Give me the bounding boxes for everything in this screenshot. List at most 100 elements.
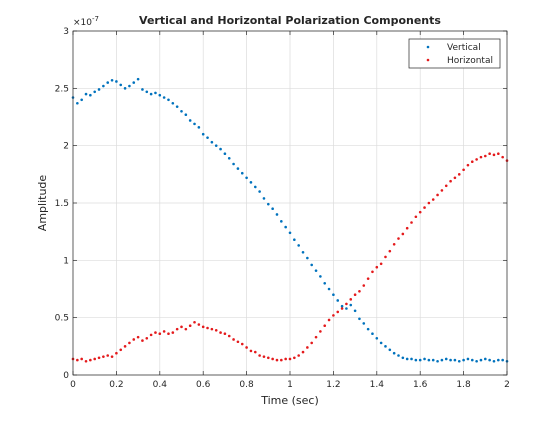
vertical-point <box>249 181 253 184</box>
horizontal-point <box>488 152 491 155</box>
horizontal-point <box>362 284 366 287</box>
horizontal-point <box>141 339 144 342</box>
horizontal-point <box>115 351 118 355</box>
vertical-point <box>171 101 175 105</box>
vertical-point <box>219 147 222 151</box>
vertical-point <box>436 359 439 363</box>
horizontal-point <box>405 226 409 230</box>
vertical-point <box>154 91 157 95</box>
vertical-point <box>319 275 322 278</box>
horizontal-point <box>457 173 461 176</box>
horizontal-point <box>401 232 405 236</box>
horizontal-point <box>414 215 418 219</box>
legend-marker-horizontal <box>426 58 430 62</box>
horizontal-point <box>158 332 162 336</box>
vertical-point <box>401 356 405 360</box>
series-horizontal <box>71 152 509 363</box>
vertical-point <box>236 167 240 170</box>
x-tick-label: 0 <box>70 380 76 390</box>
vertical-point <box>167 98 170 102</box>
vertical-point <box>188 119 192 122</box>
vertical-point <box>488 358 491 362</box>
horizontal-point <box>149 333 153 337</box>
vertical-point <box>388 348 392 352</box>
vertical-point <box>314 269 318 272</box>
x-tick-label: 2 <box>504 380 510 390</box>
horizontal-point <box>293 356 296 360</box>
vertical-point <box>470 358 474 362</box>
vertical-point <box>115 80 118 83</box>
horizontal-point <box>436 193 439 197</box>
horizontal-point <box>267 356 270 360</box>
horizontal-point <box>84 359 88 363</box>
vertical-point <box>184 113 188 117</box>
horizontal-point <box>427 201 431 205</box>
horizontal-point <box>171 331 175 334</box>
vertical-point <box>106 81 110 84</box>
horizontal-point <box>310 341 314 345</box>
horizontal-point <box>444 184 448 188</box>
horizontal-point <box>167 332 170 336</box>
x-tick-label: 1.2 <box>326 380 340 390</box>
horizontal-point <box>93 357 96 361</box>
horizontal-point <box>154 331 157 334</box>
vertical-point <box>253 185 257 189</box>
horizontal-point <box>358 289 361 293</box>
vertical-point <box>332 293 335 297</box>
horizontal-point <box>106 354 110 357</box>
horizontal-point <box>475 158 478 161</box>
horizontal-point <box>466 163 470 167</box>
horizontal-point <box>136 335 140 339</box>
vertical-point <box>497 358 500 362</box>
horizontal-point <box>314 335 318 339</box>
horizontal-point <box>280 358 283 362</box>
x-tick-label: 1.4 <box>370 380 385 390</box>
vertical-point <box>227 156 231 160</box>
vertical-point <box>232 162 235 166</box>
horizontal-point <box>258 354 261 357</box>
vertical-point <box>449 358 452 362</box>
vertical-point <box>327 287 331 291</box>
horizontal-point <box>418 210 422 214</box>
vertical-point <box>427 358 431 362</box>
vertical-point <box>484 357 487 361</box>
legend-label-vertical: Vertical <box>447 43 481 53</box>
vertical-point <box>210 140 214 144</box>
horizontal-point <box>145 337 149 340</box>
horizontal-point <box>184 327 188 331</box>
x-axis-label: Time (sec) <box>260 394 319 407</box>
vertical-point <box>306 256 309 260</box>
vertical-point <box>453 358 457 362</box>
vertical-point <box>180 109 183 113</box>
vertical-point <box>362 322 366 325</box>
horizontal-point <box>323 324 327 327</box>
vertical-point <box>110 79 114 82</box>
horizontal-point <box>453 176 457 180</box>
y-axis-exponent-base: ×10 <box>73 18 92 28</box>
vertical-point <box>353 309 357 313</box>
horizontal-point <box>227 334 231 338</box>
vertical-point <box>288 231 292 235</box>
horizontal-point <box>197 323 201 326</box>
horizontal-point <box>353 293 357 297</box>
vertical-point <box>379 341 383 345</box>
horizontal-point <box>332 314 335 317</box>
horizontal-point <box>501 155 504 159</box>
horizontal-point <box>162 330 166 333</box>
vertical-point <box>89 93 92 97</box>
vertical-point <box>162 96 166 99</box>
x-tick-label: 0.8 <box>239 380 254 390</box>
horizontal-point <box>345 302 348 306</box>
vertical-point <box>123 87 127 90</box>
horizontal-point <box>89 358 92 362</box>
horizontal-point <box>210 327 214 331</box>
y-tick-label: 2.5 <box>55 84 69 94</box>
vertical-point <box>284 225 287 229</box>
horizontal-point <box>188 324 192 327</box>
vertical-point <box>84 92 88 96</box>
horizontal-point <box>336 310 340 314</box>
vertical-point <box>175 105 179 108</box>
horizontal-point <box>340 307 344 310</box>
y-axis-exponent-power: -7 <box>92 15 99 23</box>
